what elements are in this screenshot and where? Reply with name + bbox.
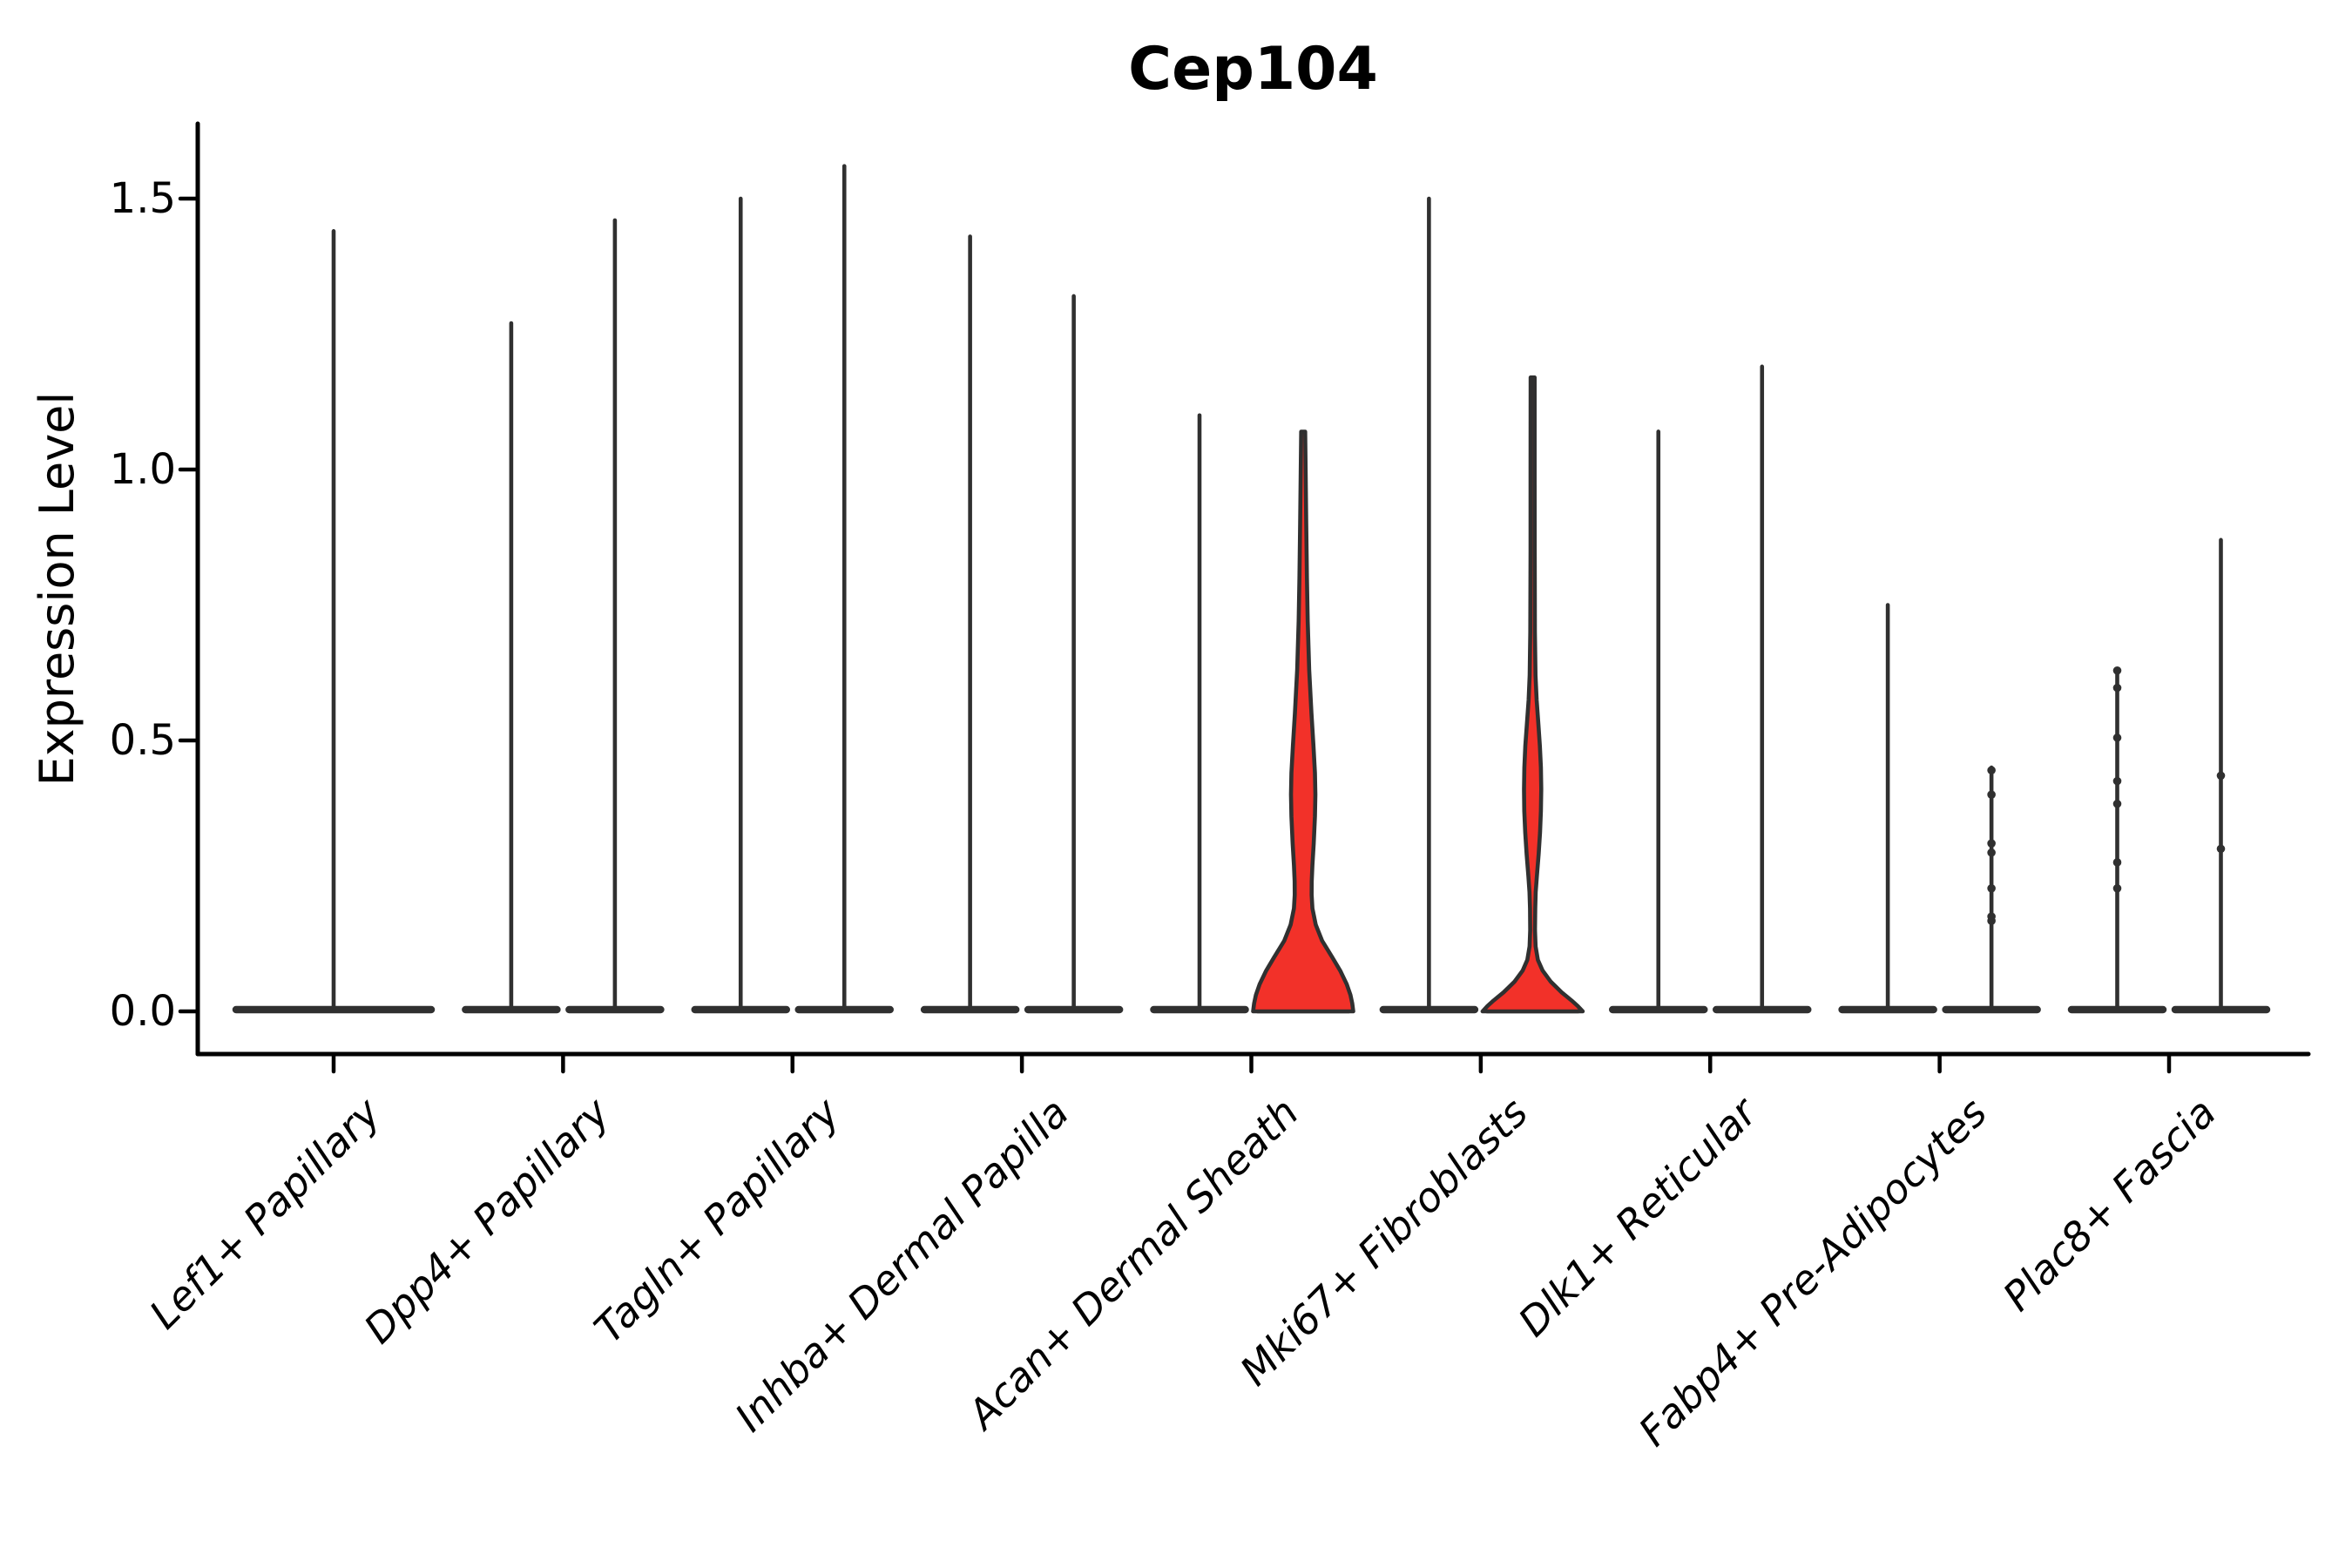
- jitter-point: [2112, 683, 2122, 693]
- jitter-point: [1987, 848, 1996, 857]
- jitter-point: [1987, 790, 1996, 799]
- jitter-point: [1987, 766, 1996, 775]
- y-tick-label: 1.5: [109, 174, 176, 223]
- jitter-point: [2112, 858, 2122, 867]
- y-tick-label: 0.5: [109, 716, 176, 765]
- violin-5-right: [1251, 429, 1355, 1014]
- jitter-point: [2112, 776, 2122, 786]
- jitter-point: [2216, 771, 2226, 781]
- jitter-point: [1987, 916, 1996, 925]
- y-tick-label: 1.0: [109, 445, 176, 494]
- jitter-point: [2112, 733, 2122, 742]
- jitter-point: [2112, 884, 2122, 893]
- jitter-point: [1987, 839, 1996, 848]
- jitter-point: [2112, 666, 2122, 675]
- y-tick-label: 0.0: [109, 987, 176, 1036]
- jitter-point: [1987, 884, 1996, 893]
- jitter-point: [2112, 799, 2122, 808]
- jitter-point: [2216, 844, 2226, 854]
- chart-title: Cep104: [1128, 35, 1378, 104]
- violin-6-right: [1480, 375, 1585, 1014]
